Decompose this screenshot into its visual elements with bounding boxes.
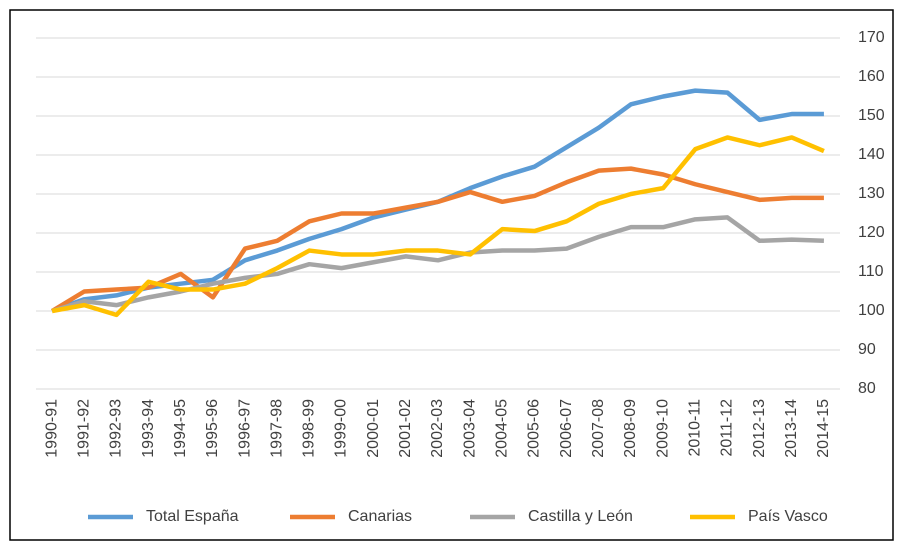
y-tick-label: 100 bbox=[858, 302, 885, 319]
y-tick-label: 90 bbox=[858, 341, 876, 358]
x-tick-label: 2013-14 bbox=[783, 399, 800, 458]
legend-label: País Vasco bbox=[748, 508, 828, 525]
x-tick-label: 1993-94 bbox=[140, 399, 157, 458]
x-tick-label: 2005-06 bbox=[526, 399, 543, 458]
x-tick-label: 2014-15 bbox=[815, 399, 832, 458]
x-tick-label: 2010-11 bbox=[686, 399, 703, 457]
series-line bbox=[50, 166, 824, 313]
legend-label: Canarias bbox=[348, 508, 412, 525]
x-tick-label: 1998-99 bbox=[301, 399, 318, 458]
y-tick-label: 130 bbox=[858, 185, 885, 202]
legend-label: Total España bbox=[146, 508, 239, 525]
y-tick-label: 160 bbox=[858, 68, 885, 85]
y-tick-label: 120 bbox=[858, 224, 885, 241]
x-tick-label: 2001-02 bbox=[397, 399, 414, 458]
x-tick-label: 2000-01 bbox=[365, 399, 382, 458]
x-tick-label: 1990-91 bbox=[43, 399, 60, 458]
y-tick-label: 110 bbox=[858, 263, 884, 280]
x-tick-label: 1991-92 bbox=[75, 399, 92, 458]
y-tick-label: 150 bbox=[858, 107, 885, 124]
x-tick-label: 1997-98 bbox=[268, 399, 285, 458]
x-tick-label: 2007-08 bbox=[590, 399, 607, 458]
x-tick-label: 1996-97 bbox=[236, 399, 253, 458]
x-tick-label: 2002-03 bbox=[429, 399, 446, 458]
x-tick-label: 2006-07 bbox=[558, 399, 575, 458]
x-tick-label: 2004-05 bbox=[494, 399, 511, 458]
x-tick-label: 2011-12 bbox=[719, 399, 736, 457]
x-tick-label: 1992-93 bbox=[108, 399, 125, 458]
y-tick-label: 80 bbox=[858, 380, 876, 397]
series-line bbox=[51, 135, 825, 318]
chart-border bbox=[9, 9, 894, 541]
x-tick-label: 2003-04 bbox=[461, 399, 478, 458]
legend-label: Castilla y León bbox=[528, 508, 633, 525]
x-tick-label: 2012-13 bbox=[751, 399, 768, 458]
y-tick-label: 170 bbox=[858, 29, 885, 46]
x-tick-label: 1994-95 bbox=[172, 399, 189, 458]
x-tick-label: 1999-00 bbox=[333, 399, 350, 458]
y-tick-label: 140 bbox=[858, 146, 885, 163]
x-tick-label: 2009-10 bbox=[654, 399, 671, 458]
x-tick-label: 2008-09 bbox=[622, 399, 639, 458]
x-tick-label: 1995-96 bbox=[204, 399, 221, 458]
